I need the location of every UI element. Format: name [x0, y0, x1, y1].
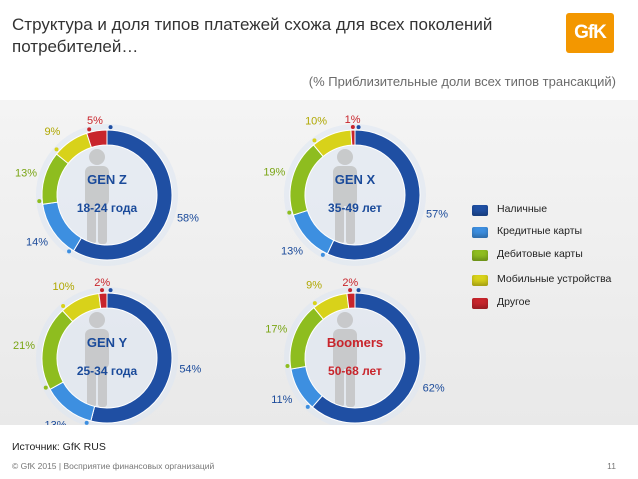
generation-title: Boomers	[327, 335, 383, 350]
generation-age-range: 25-34 года	[77, 364, 138, 378]
generation-title: GEN X	[335, 172, 376, 187]
segment-marker	[84, 420, 89, 425]
segment-marker	[356, 125, 361, 130]
donut-gen-z: 58% 14% 13% 9% 5% GEN Z 18-24 года	[15, 115, 199, 266]
percent-label-cash: 54%	[179, 364, 201, 376]
donut-charts: 58% 14% 13% 9% 5% GEN Z 18-24 года 57% 13% 19% 10%…	[13, 114, 448, 425]
generation-age-range: 18-24 года	[77, 201, 138, 215]
page-title: Структура и доля типов платежей схожа дл…	[12, 15, 493, 56]
donut-boomers: 62% 11% 17% 9% 2% Boomers 50-68 лет	[265, 277, 445, 425]
segment-marker	[312, 301, 317, 306]
source-note: Источник: GfK RUS	[12, 441, 106, 453]
percent-label-mobile: 10%	[52, 281, 74, 293]
segment-marker	[312, 138, 317, 143]
percent-label-other: 1%	[345, 114, 361, 126]
segment-marker	[320, 252, 325, 257]
percent-label-credit: 13%	[281, 246, 303, 258]
generation-title: GEN Z	[87, 172, 127, 187]
legend-label-credit: Кредитные карты	[497, 225, 583, 237]
donut-segment-other	[346, 292, 356, 309]
segment-marker	[305, 404, 310, 409]
percent-label-debit: 21%	[13, 340, 35, 352]
donut-segment-cash	[311, 292, 421, 424]
generation-age-range: 50-68 лет	[328, 364, 382, 378]
segment-marker	[100, 288, 105, 293]
percent-label-debit: 19%	[263, 167, 285, 179]
person-silhouette-icon	[333, 149, 357, 244]
legend-swatch-credit	[472, 227, 488, 238]
page-number: 11	[607, 461, 616, 471]
legend-label-debit: Дебитовые карты	[497, 248, 583, 260]
percent-label-cash: 62%	[423, 382, 445, 394]
segment-marker	[37, 199, 42, 204]
segment-marker	[61, 304, 66, 309]
chart-subtitle: (% Приблизительные доли всех типов транс…	[308, 74, 616, 89]
segment-marker	[356, 288, 361, 293]
generation-title: GEN Y	[87, 335, 128, 350]
donut-segment-other	[350, 129, 356, 146]
segment-marker	[43, 385, 48, 390]
legend-swatch-other	[472, 298, 488, 309]
segment-marker	[108, 288, 113, 293]
segment-marker	[287, 210, 292, 215]
legend-swatch-debit	[472, 250, 488, 261]
segment-marker	[348, 288, 353, 293]
percent-label-cash: 58%	[177, 212, 199, 224]
percent-label-cash: 57%	[426, 208, 448, 220]
percent-label-credit: 11%	[271, 394, 292, 406]
segment-marker	[54, 147, 59, 152]
segment-marker	[108, 125, 113, 130]
legend-label-other: Другое	[497, 296, 531, 308]
percent-label-mobile: 9%	[306, 280, 322, 292]
donut-gen-x: 57% 13% 19% 10% 1% GEN X 35-49 лет	[263, 114, 448, 266]
donut-gen-y: 54% 13% 21% 10% 2% GEN Y 25-34 года	[13, 277, 202, 425]
segment-marker	[350, 125, 355, 130]
donut-segment-other	[86, 129, 108, 149]
donut-segment-other	[98, 292, 108, 309]
legend-swatch-cash	[472, 205, 488, 216]
segment-marker	[87, 127, 92, 132]
percent-label-other: 5%	[87, 115, 103, 127]
percent-label-other: 2%	[94, 277, 110, 289]
percent-label-mobile: 9%	[44, 126, 60, 138]
person-silhouette-icon	[85, 149, 109, 244]
person-silhouette-icon	[85, 312, 109, 407]
legend-label-mobile: Мобильные устройства	[497, 273, 612, 285]
footer-text: © GfK 2015 | Восприятие финансовых орган…	[12, 461, 215, 471]
person-silhouette-icon	[333, 312, 357, 407]
percent-label-credit: 14%	[26, 237, 48, 249]
percent-label-other: 2%	[342, 277, 358, 289]
legend-swatch-mobile	[472, 275, 488, 286]
generation-age-range: 35-49 лет	[328, 201, 382, 215]
segment-marker	[285, 364, 290, 369]
percent-label-debit: 17%	[265, 324, 287, 336]
segment-marker	[67, 249, 72, 254]
legend-label-cash: Наличные	[497, 203, 548, 215]
percent-label-credit: 13%	[45, 419, 67, 425]
percent-label-mobile: 10%	[305, 116, 327, 128]
percent-label-debit: 13%	[15, 168, 37, 180]
gfk-logo: GfK	[566, 13, 614, 53]
